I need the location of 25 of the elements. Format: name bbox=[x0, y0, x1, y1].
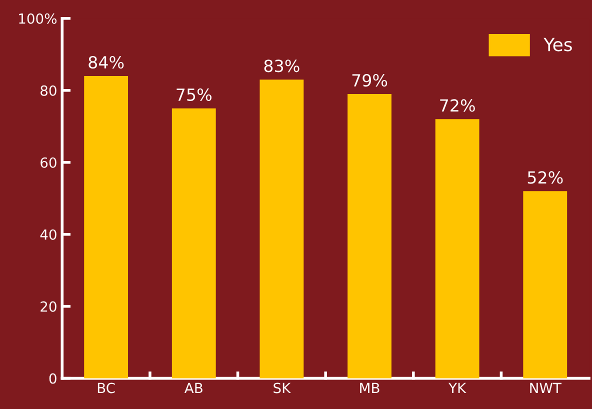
data-label: 72% bbox=[440, 99, 475, 112]
bar bbox=[435, 119, 480, 378]
x-tick-label: MB bbox=[360, 382, 380, 394]
y-tick-label: 20 bbox=[40, 301, 56, 312]
y-tick-label: 100% bbox=[19, 13, 57, 24]
legend-label: Yes bbox=[544, 38, 572, 52]
y-tick-label: 0 bbox=[49, 373, 56, 384]
x-tick-label: AB bbox=[184, 382, 202, 394]
y-tick-label: 80 bbox=[40, 85, 56, 96]
data-label: 52% bbox=[528, 171, 563, 184]
data-label: 79% bbox=[352, 74, 388, 87]
bar bbox=[84, 76, 128, 378]
data-label: 75% bbox=[176, 88, 212, 101]
bar bbox=[260, 80, 304, 378]
y-tick-label: 40 bbox=[40, 229, 56, 240]
y-tick-label: 60 bbox=[40, 157, 56, 168]
data-label: 83% bbox=[264, 60, 300, 72]
x-tick-label: BC bbox=[98, 382, 115, 394]
bar bbox=[348, 94, 392, 378]
x-tick-label: YK bbox=[448, 382, 466, 394]
bar bbox=[172, 108, 216, 378]
bar bbox=[523, 191, 568, 378]
data-label: 84% bbox=[88, 56, 124, 69]
x-tick-label: SK bbox=[274, 382, 291, 394]
x-tick-label: NWT bbox=[530, 382, 562, 394]
